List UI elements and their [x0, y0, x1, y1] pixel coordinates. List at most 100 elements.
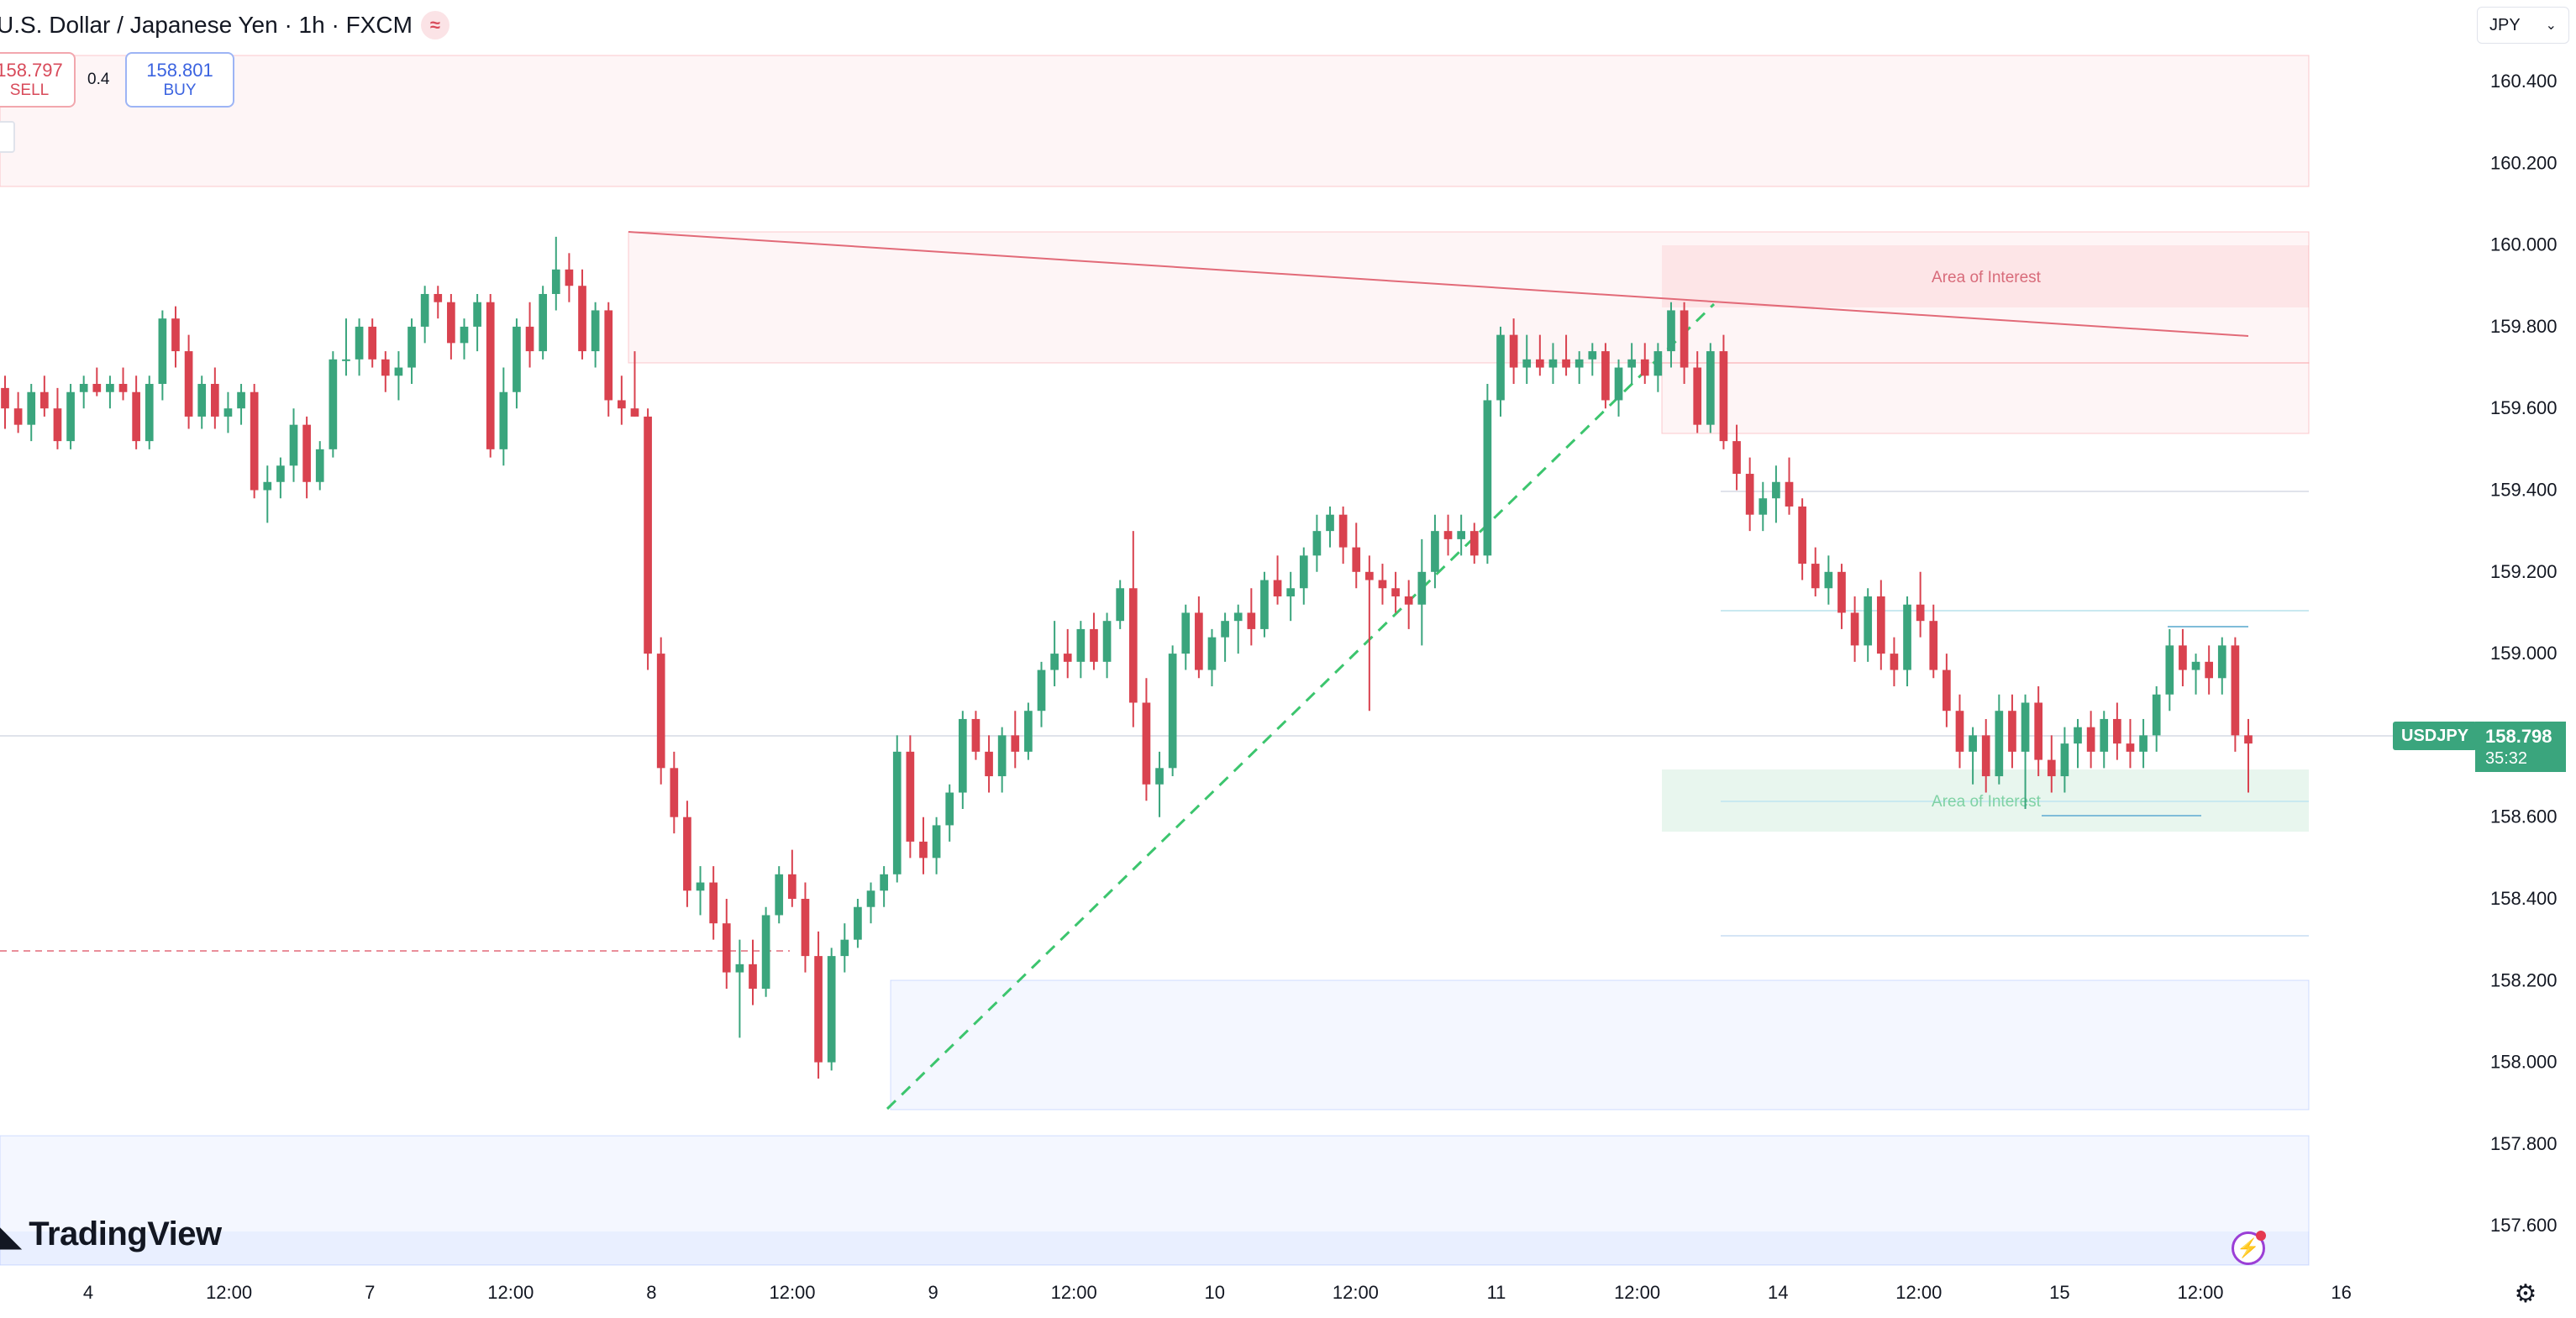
candle-body[interactable] [696, 882, 705, 891]
candle-body[interactable] [1037, 670, 1046, 712]
candle-body[interactable] [1050, 654, 1059, 670]
candle-body[interactable] [2231, 645, 2240, 736]
candle-body[interactable] [66, 391, 75, 442]
candle-body[interactable] [2086, 727, 2095, 752]
candle-body[interactable] [735, 964, 744, 973]
candle-body[interactable] [1063, 654, 1072, 662]
candle-body[interactable] [40, 391, 49, 409]
candle-body[interactable] [342, 359, 350, 361]
candle-body[interactable] [197, 384, 207, 417]
candle-body[interactable] [578, 286, 586, 352]
tradingview-logo[interactable]: ◣ TradingView [0, 1215, 222, 1253]
candle-body[interactable] [368, 326, 377, 360]
candle-body[interactable] [223, 408, 233, 417]
candle-body[interactable] [1981, 735, 1990, 777]
candle-body[interactable] [1509, 334, 1518, 368]
candle-body[interactable] [1378, 580, 1387, 589]
candle-body[interactable] [1221, 621, 1229, 638]
settings-gear-icon[interactable]: ⚙ [2514, 1279, 2537, 1308]
candle-body[interactable] [1916, 604, 1925, 622]
candle-body[interactable] [355, 326, 364, 360]
candle-body[interactable] [2021, 702, 2030, 752]
candle-body[interactable] [1798, 506, 1806, 564]
candle-body[interactable] [814, 956, 823, 1063]
candle-body[interactable] [1469, 531, 1479, 556]
candle-body[interactable] [302, 424, 311, 482]
candle-body[interactable] [997, 735, 1007, 777]
resistance-trendline[interactable] [628, 231, 2249, 337]
candle-body[interactable] [985, 751, 993, 777]
candle-body[interactable] [118, 384, 128, 392]
candle-body[interactable] [919, 841, 928, 859]
candle-body[interactable] [630, 408, 639, 417]
candle-body[interactable] [1011, 735, 1020, 752]
candle-body[interactable] [2100, 718, 2109, 752]
candle-body[interactable] [1417, 571, 1427, 605]
candle-body[interactable] [486, 302, 495, 449]
candle-body[interactable] [184, 351, 193, 417]
candle-body[interactable] [210, 384, 219, 417]
candle-body[interactable] [106, 384, 114, 392]
candle-body[interactable] [53, 408, 62, 442]
candle-body[interactable] [1640, 359, 1649, 376]
symbol-title[interactable]: U.S. Dollar / Japanese Yen · 1h · FXCM [0, 12, 413, 38]
candle-body[interactable] [618, 400, 626, 409]
candle-body[interactable] [1338, 514, 1348, 548]
candle-body[interactable] [2060, 743, 2069, 777]
candle-body[interactable] [1759, 498, 1768, 515]
candle-body[interactable] [1195, 612, 1203, 670]
candle-body[interactable] [1431, 531, 1439, 572]
candle-body[interactable] [2139, 735, 2148, 752]
candle-body[interactable] [749, 964, 757, 990]
candle-body[interactable] [1443, 531, 1453, 539]
candle-body[interactable] [788, 874, 796, 899]
candle-body[interactable] [447, 302, 455, 344]
candle-body[interactable] [289, 424, 298, 466]
candle-body[interactable] [1680, 310, 1689, 368]
candle-body[interactable] [1207, 637, 1217, 670]
candle-body[interactable] [775, 874, 784, 916]
candle-body[interactable] [315, 449, 324, 482]
candle-body[interactable] [1890, 654, 1899, 670]
candle-body[interactable] [1457, 531, 1465, 539]
candle-body[interactable] [1614, 367, 1623, 401]
candle-body[interactable] [2008, 711, 2016, 752]
candle-body[interactable] [709, 882, 718, 924]
candle-body[interactable] [761, 915, 770, 990]
candle-body[interactable] [1391, 588, 1400, 596]
candle-body[interactable] [1943, 670, 1951, 712]
candle-body[interactable] [539, 293, 548, 352]
candle-body[interactable] [1024, 711, 1033, 752]
candle-body[interactable] [394, 367, 403, 376]
sell-button[interactable]: 158.797 SELL [0, 52, 76, 108]
candle-body[interactable] [1116, 588, 1125, 622]
candle-body[interactable] [1745, 474, 1754, 515]
candle-body[interactable] [1601, 351, 1610, 401]
candle-body[interactable] [2244, 735, 2253, 744]
quantity-box[interactable] [0, 121, 15, 153]
candle-body[interactable] [683, 817, 691, 891]
candle-body[interactable] [1824, 571, 1833, 589]
candle-body[interactable] [1168, 654, 1177, 769]
candle-body[interactable] [1155, 768, 1164, 785]
candle-body[interactable] [420, 293, 429, 327]
candle-body[interactable] [551, 269, 560, 294]
candle-body[interactable] [1522, 359, 1532, 368]
candle-body[interactable] [1929, 621, 1938, 670]
candle-body[interactable] [1312, 531, 1322, 556]
candle-body[interactable] [1496, 334, 1505, 401]
buy-button[interactable]: 158.801 BUY [125, 52, 234, 108]
candle-body[interactable] [801, 899, 810, 957]
candle-body[interactable] [880, 874, 888, 891]
candle-body[interactable] [1536, 359, 1544, 368]
candle-body[interactable] [1326, 514, 1334, 532]
candle-body[interactable] [2034, 702, 2043, 760]
candle-body[interactable] [1575, 359, 1584, 368]
candle-body[interactable] [604, 310, 613, 401]
candle-body[interactable] [381, 359, 390, 376]
candle-body[interactable] [499, 391, 508, 449]
candle-body[interactable] [276, 465, 285, 482]
candle-body[interactable] [329, 359, 338, 449]
candle-body[interactable] [1548, 359, 1558, 368]
candle-body[interactable] [1876, 596, 1885, 654]
